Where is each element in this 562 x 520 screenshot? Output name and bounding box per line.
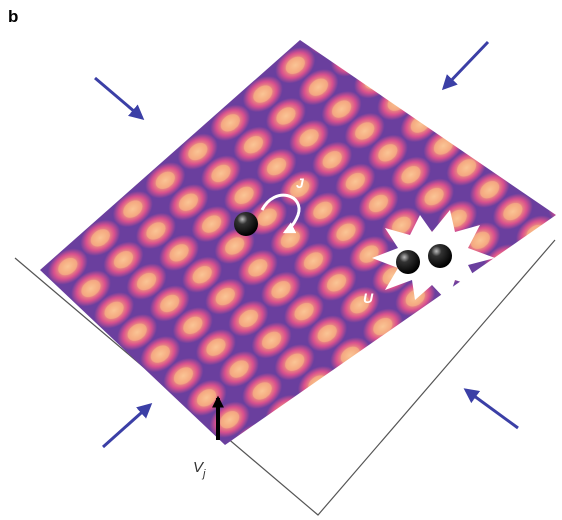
panel-label: b: [8, 7, 18, 26]
tunneling-label: J: [296, 175, 305, 191]
potential-label: Vj: [193, 459, 206, 480]
lattice-surface: [40, 40, 556, 445]
atom: [428, 244, 452, 268]
atom: [234, 212, 258, 236]
interaction-label: U: [363, 290, 374, 306]
atom: [396, 250, 420, 274]
lattice-figure: b J U Vj: [0, 0, 562, 520]
